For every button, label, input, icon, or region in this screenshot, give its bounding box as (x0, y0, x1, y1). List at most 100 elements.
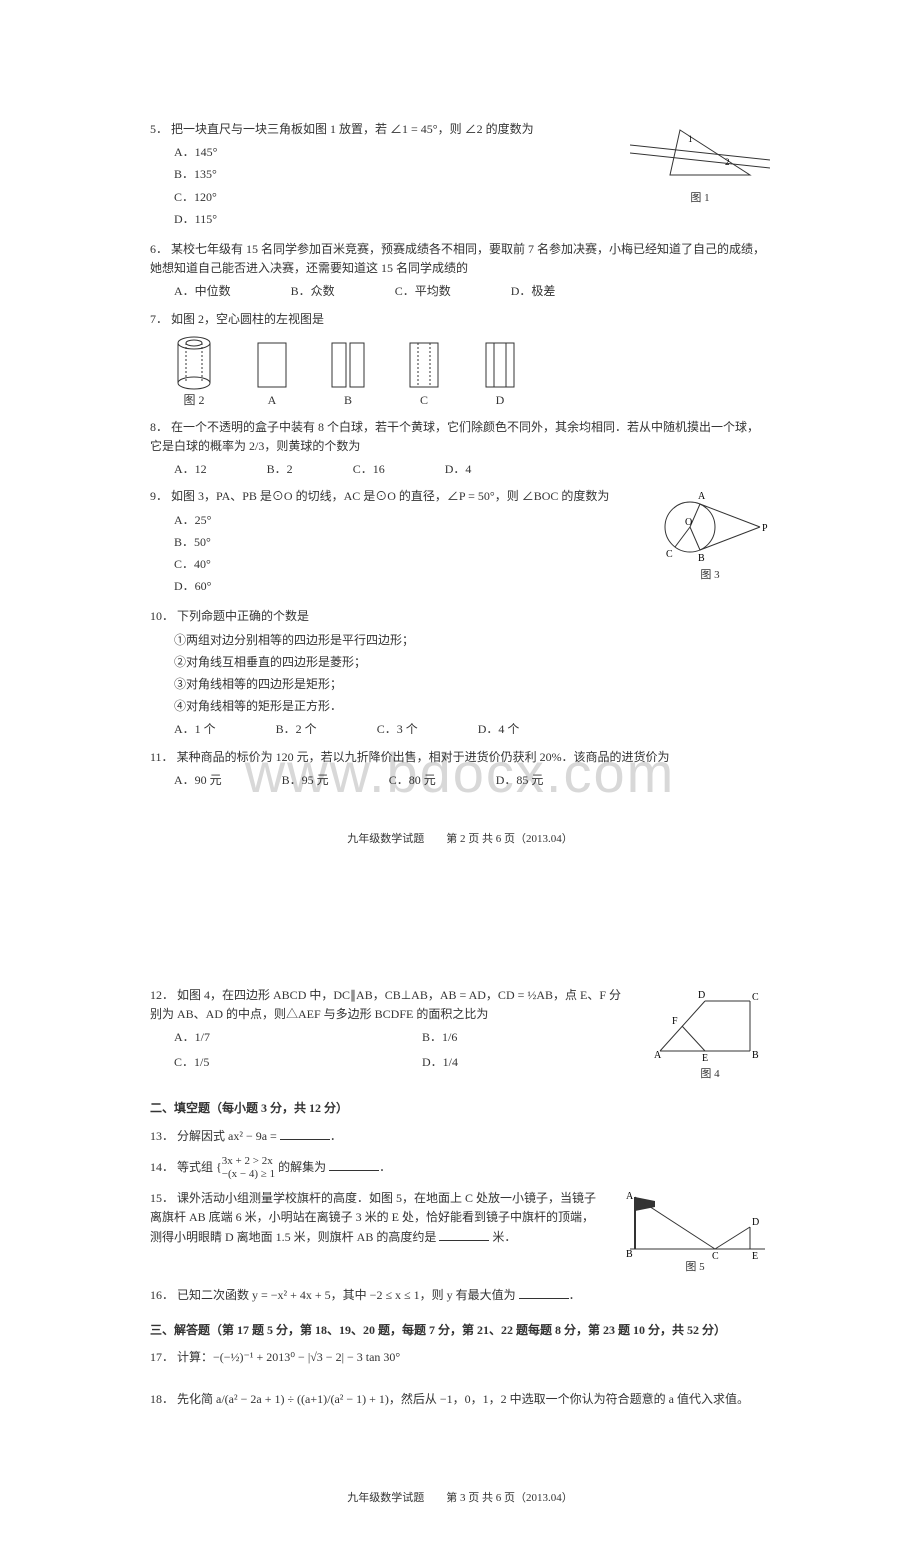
q16-num: 16． (150, 1288, 174, 1302)
section-3-header: 三、解答题（第 17 题 5 分，第 18、19、20 题，每题 7 分，第 2… (150, 1321, 770, 1338)
question-5: 5． 把一块直尺与一块三角板如图 1 放置，若 ∠1 = 45°，则 ∠2 的度… (150, 120, 770, 232)
svg-text:O: O (685, 517, 692, 528)
svg-text:A: A (654, 1050, 662, 1061)
q18-num: 18． (150, 1392, 174, 1406)
q9-opt-b: B．50° (174, 533, 630, 552)
question-9: 9． 如图 3，PA、PB 是⊙O 的切线，AC 是⊙O 的直径，∠P = 50… (150, 487, 770, 599)
q9-opt-a: A．25° (174, 511, 630, 530)
question-18: 18． 先化简 a/(a² − 2a + 1) ÷ ((a+1)/(a² − 1… (150, 1390, 770, 1409)
q11-options: A．90 元 B．95 元 C．80 元 D．85 元 (150, 771, 770, 790)
q16-text: 已知二次函数 y = −x² + 4x + 5，其中 −2 ≤ x ≤ 1，则 … (177, 1288, 516, 1302)
q11-num: 11． (150, 750, 174, 764)
q10-item-2: ②对角线互相垂直的四边形是菱形； (174, 653, 770, 672)
q8-opt-b: B．2 (267, 460, 293, 479)
question-6: 6． 某校七年级有 15 名同学参加百米竞赛，预赛成绩各不相同，要取前 7 名参… (150, 240, 770, 302)
q8-options: A．12 B．2 C．16 D．4 (150, 460, 770, 479)
q9-figure: A O P B C 图 3 (650, 487, 770, 599)
svg-text:E: E (752, 1251, 758, 1259)
q12-text: 如图 4，在四边形 ABCD 中，DC∥AB，CB⊥AB，AB = AD，CD … (150, 988, 621, 1021)
question-13: 13． 分解因式 ax² − 9a = ． (150, 1126, 770, 1146)
q5-options: A．145° B．135° C．120° D．115° (150, 143, 610, 229)
q10-item-1: ①两组对边分别相等的四边形是平行四边形； (174, 631, 770, 650)
q15-figlabel: 图 5 (620, 1259, 770, 1277)
svg-text:A: A (698, 491, 706, 502)
svg-text:2: 2 (725, 157, 730, 167)
svg-text:1: 1 (688, 134, 693, 144)
svg-text:C: C (712, 1251, 719, 1259)
q11-opt-d: D．85 元 (496, 771, 544, 790)
q12-options: A．1/7 B．1/6 C．1/5 D．1/4 (150, 1028, 630, 1072)
q9-num: 9． (150, 489, 168, 503)
q5-figure: 1 2 图 1 (630, 120, 770, 232)
q13-text: 分解因式 ax² − 9a = (177, 1129, 280, 1143)
q10-num: 10． (150, 609, 174, 623)
q8-opt-a: A．12 (174, 460, 207, 479)
q10-opt-c: C．3 个 (377, 720, 418, 739)
q9-figlabel: 图 3 (650, 567, 770, 585)
q12-opt-d: D．1/4 (422, 1053, 630, 1072)
q9-options: A．25° B．50° C．40° D．60° (150, 511, 630, 597)
svg-text:F: F (672, 1016, 678, 1027)
svg-text:B: B (626, 1249, 633, 1259)
q5-num: 5． (150, 122, 168, 136)
question-14: 14． 等式组 { 3x + 2 > 2x −(x − 4) ≥ 1 的解集为 … (150, 1155, 770, 1181)
q13-num: 13． (150, 1129, 174, 1143)
q8-num: 8． (150, 420, 168, 434)
q5-opt-c: C．120° (174, 188, 610, 207)
question-7: 7． 如图 2，空心圆柱的左视图是 图 2 A (150, 310, 770, 410)
q11-opt-a: A．90 元 (174, 771, 222, 790)
q6-opt-d: D．极差 (511, 282, 556, 301)
q7-label-a: A (254, 391, 290, 410)
svg-text:A: A (626, 1191, 634, 1202)
svg-text:B: B (752, 1050, 759, 1061)
q5-text: 把一块直尺与一块三角板如图 1 放置，若 ∠1 = 45°，则 ∠2 的度数为 (171, 122, 534, 136)
q12-opt-a: A．1/7 (174, 1028, 382, 1047)
q10-item-4: ④对角线相等的矩形是正方形． (174, 697, 770, 716)
svg-text:D: D (698, 990, 705, 1001)
q9-opt-c: C．40° (174, 555, 630, 574)
q8-text: 在一个不透明的盒子中装有 8 个白球，若干个黄球，它们除颜色不同外，其余均相同．… (150, 420, 759, 453)
svg-text:C: C (752, 992, 759, 1003)
q17-text: 计算：−(−½)⁻¹ + 2013⁰ − |√3 − 2| − 3 tan 30… (177, 1350, 400, 1364)
q11-opt-b: B．95 元 (282, 771, 329, 790)
q11-text: 某种商品的标价为 120 元，若以九折降价出售，相对于进货价仍获利 20%．该商… (177, 750, 670, 764)
q6-opt-a: A．中位数 (174, 282, 231, 301)
q7-num: 7． (150, 312, 168, 326)
q10-text: 下列命题中正确的个数是 (177, 609, 309, 623)
q5-opt-d: D．115° (174, 210, 610, 229)
q10-opt-a: A．1 个 (174, 720, 216, 739)
page-3: 12． 如图 4，在四边形 ABCD 中，DC∥AB，CB⊥AB，AB = AD… (120, 906, 800, 1565)
svg-text:D: D (752, 1217, 759, 1228)
q10-items: ①两组对边分别相等的四边形是平行四边形； ②对角线互相垂直的四边形是菱形； ③对… (150, 631, 770, 717)
q15-end: 米． (492, 1230, 516, 1244)
q14-sys2: −(x − 4) ≥ 1 (222, 1168, 275, 1180)
rect-b-icon (330, 339, 366, 391)
q15-text: 课外活动小组测量学校旗杆的高度．如图 5，在地面上 C 处放一小镜子，当镜子离旗… (150, 1191, 596, 1244)
page-2: 5． 把一块直尺与一块三角板如图 1 放置，若 ∠1 = 45°，则 ∠2 的度… (120, 0, 800, 906)
q14-pre: 等式组 (177, 1160, 216, 1174)
q14-post: 的解集为 (278, 1160, 326, 1174)
q12-figure: A E B C D F 图 4 (650, 986, 770, 1084)
question-12: 12． 如图 4，在四边形 ABCD 中，DC∥AB，CB⊥AB，AB = AD… (150, 986, 770, 1084)
q11-opt-c: C．80 元 (389, 771, 436, 790)
q15-blank (439, 1227, 489, 1241)
q13-blank (280, 1126, 330, 1140)
q5-opt-a: A．145° (174, 143, 610, 162)
q12-opt-c: C．1/5 (174, 1053, 382, 1072)
q7-label-fig2: 图 2 (174, 391, 214, 410)
q6-opt-c: C．平均数 (395, 282, 451, 301)
q16-blank (519, 1285, 569, 1299)
q10-opt-d: D．4 个 (478, 720, 520, 739)
rect-a-icon (254, 339, 290, 391)
q5-opt-b: B．135° (174, 165, 610, 184)
q18-text: 先化简 a/(a² − 2a + 1) ÷ ((a+1)/(a² − 1) + … (177, 1392, 749, 1406)
question-15: 15． 课外活动小组测量学校旗杆的高度．如图 5，在地面上 C 处放一小镜子，当… (150, 1189, 770, 1277)
cylinder-3d-icon (174, 335, 214, 391)
rect-d-icon (482, 339, 518, 391)
trapezoid-icon: A E B C D F (650, 986, 770, 1066)
rect-c-icon (406, 339, 442, 391)
q5-figlabel: 图 1 (630, 190, 770, 208)
q9-text: 如图 3，PA、PB 是⊙O 的切线，AC 是⊙O 的直径，∠P = 50°，则… (171, 489, 609, 503)
q10-options: A．1 个 B．2 个 C．3 个 D．4 个 (150, 720, 770, 739)
question-8: 8． 在一个不透明的盒子中装有 8 个白球，若干个黄球，它们除颜色不同外，其余均… (150, 418, 770, 480)
